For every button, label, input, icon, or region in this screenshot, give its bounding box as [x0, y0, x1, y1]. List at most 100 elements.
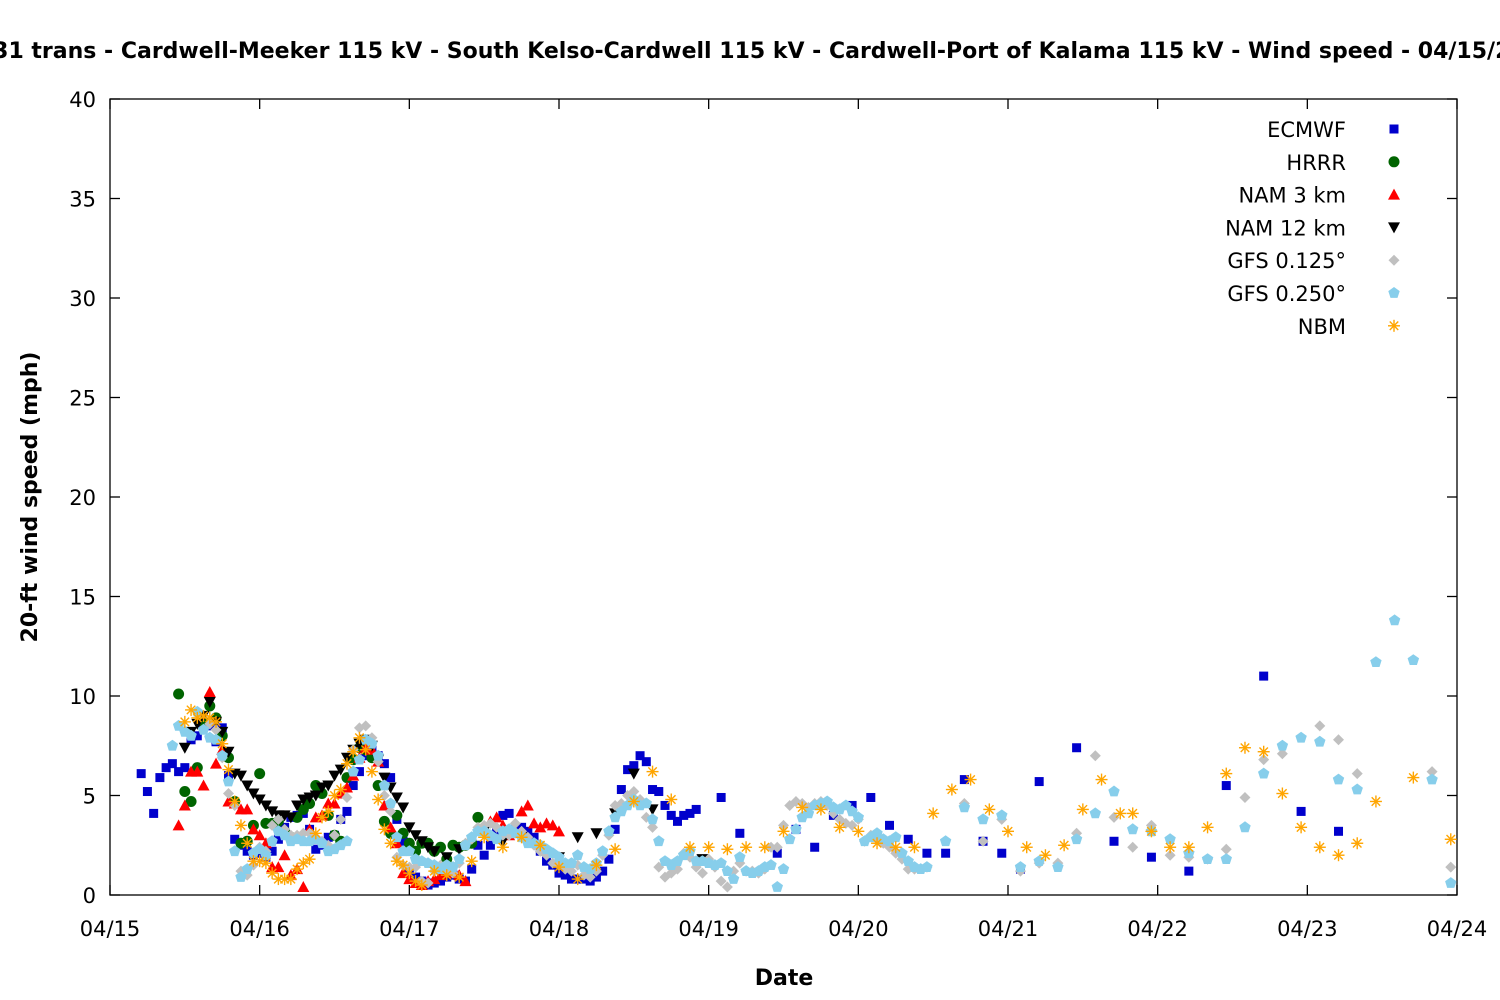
data-point: [311, 844, 321, 854]
asterisk-stroke: [928, 808, 938, 819]
data-point: [172, 819, 185, 831]
data-point: [203, 696, 216, 708]
data-point: [341, 791, 353, 803]
data-point: [1258, 767, 1270, 779]
data-point: [1002, 825, 1014, 838]
data-point: [316, 837, 328, 849]
data-point: [833, 821, 846, 834]
data-point: [1313, 841, 1326, 854]
data-point: [977, 813, 989, 825]
data-point: [772, 848, 782, 858]
data-point: [1296, 806, 1306, 816]
data-point: [534, 839, 547, 852]
asterisk-stroke: [853, 826, 864, 837]
asterisk-stroke: [629, 796, 639, 807]
legend-marker-square-icon: [1389, 124, 1399, 134]
data-point: [359, 743, 372, 756]
data-point: [1258, 754, 1270, 766]
data-point: [390, 792, 403, 804]
data-point: [1333, 734, 1345, 746]
asterisk-stroke: [891, 842, 901, 852]
data-point: [440, 852, 453, 864]
asterisk-stroke: [1059, 840, 1069, 850]
data-point: [328, 797, 341, 809]
asterisk-stroke: [1258, 746, 1269, 757]
asterisk-stroke: [591, 860, 602, 870]
data-point: [903, 834, 913, 844]
data-point: [572, 849, 584, 861]
data-point: [253, 829, 266, 841]
data-point: [222, 788, 234, 800]
series-nam-3-km: [172, 686, 565, 893]
asterisk-stroke: [198, 711, 209, 721]
data-point: [852, 825, 865, 838]
data-point: [771, 881, 783, 892]
data-point: [627, 795, 640, 808]
data-point: [347, 745, 360, 758]
data-point: [378, 815, 390, 827]
asterisk-stroke: [311, 828, 321, 839]
data-point: [1276, 787, 1289, 800]
data-point: [1426, 773, 1438, 785]
data-point: [871, 827, 883, 839]
data-point: [590, 859, 603, 872]
data-point: [1445, 861, 1457, 873]
data-point: [665, 793, 678, 806]
asterisk-stroke: [254, 856, 265, 866]
data-point: [571, 832, 584, 844]
data-point: [398, 836, 408, 846]
data-point: [479, 850, 489, 860]
data-point: [1114, 807, 1127, 820]
asterisk-stroke: [872, 838, 882, 848]
data-point: [1332, 849, 1345, 862]
data-point: [266, 806, 279, 818]
data-point: [542, 856, 552, 866]
asterisk-stroke: [417, 880, 427, 890]
legend-label: NAM 12 km: [1225, 216, 1346, 240]
asterisk-stroke: [367, 766, 377, 777]
data-point: [440, 869, 453, 882]
data-point: [216, 749, 228, 761]
data-point: [696, 867, 708, 879]
data-point: [465, 855, 478, 868]
data-point: [409, 875, 422, 888]
data-point: [1108, 811, 1120, 823]
data-point: [1276, 739, 1289, 751]
data-point: [653, 835, 665, 847]
data-point: [679, 810, 689, 820]
asterisk-stroke: [229, 796, 240, 807]
data-point: [498, 810, 508, 820]
asterisk-stroke: [1446, 834, 1456, 845]
data-point: [1220, 767, 1233, 780]
data-point: [771, 841, 783, 853]
data-point: [840, 799, 852, 811]
data-point: [453, 871, 466, 884]
data-point: [721, 881, 733, 893]
data-point: [758, 841, 771, 854]
x-tick-label: 04/24: [1427, 917, 1488, 941]
data-point: [529, 832, 539, 842]
data-point: [334, 783, 347, 796]
asterisk-stroke: [298, 858, 309, 868]
data-point: [691, 804, 701, 814]
x-tick-label: 04/22: [1127, 917, 1188, 941]
data-point: [197, 709, 210, 722]
data-point: [523, 826, 533, 836]
asterisk-stroke: [498, 842, 508, 852]
data-point: [378, 772, 391, 784]
data-point: [1445, 877, 1457, 888]
y-tick-label: 40: [69, 88, 96, 112]
data-point: [1182, 841, 1195, 854]
asterisk-stroke: [572, 874, 583, 884]
data-point: [216, 737, 229, 750]
asterisk-stroke: [965, 774, 976, 785]
data-point: [273, 834, 283, 844]
asterisk-stroke: [410, 876, 421, 886]
data-point: [136, 769, 146, 779]
asterisk-stroke: [1078, 804, 1088, 815]
series-gfs-0-250-: [166, 614, 1457, 892]
data-point: [740, 841, 753, 854]
data-point: [309, 827, 322, 840]
data-point: [672, 816, 682, 826]
data-point: [889, 841, 902, 854]
